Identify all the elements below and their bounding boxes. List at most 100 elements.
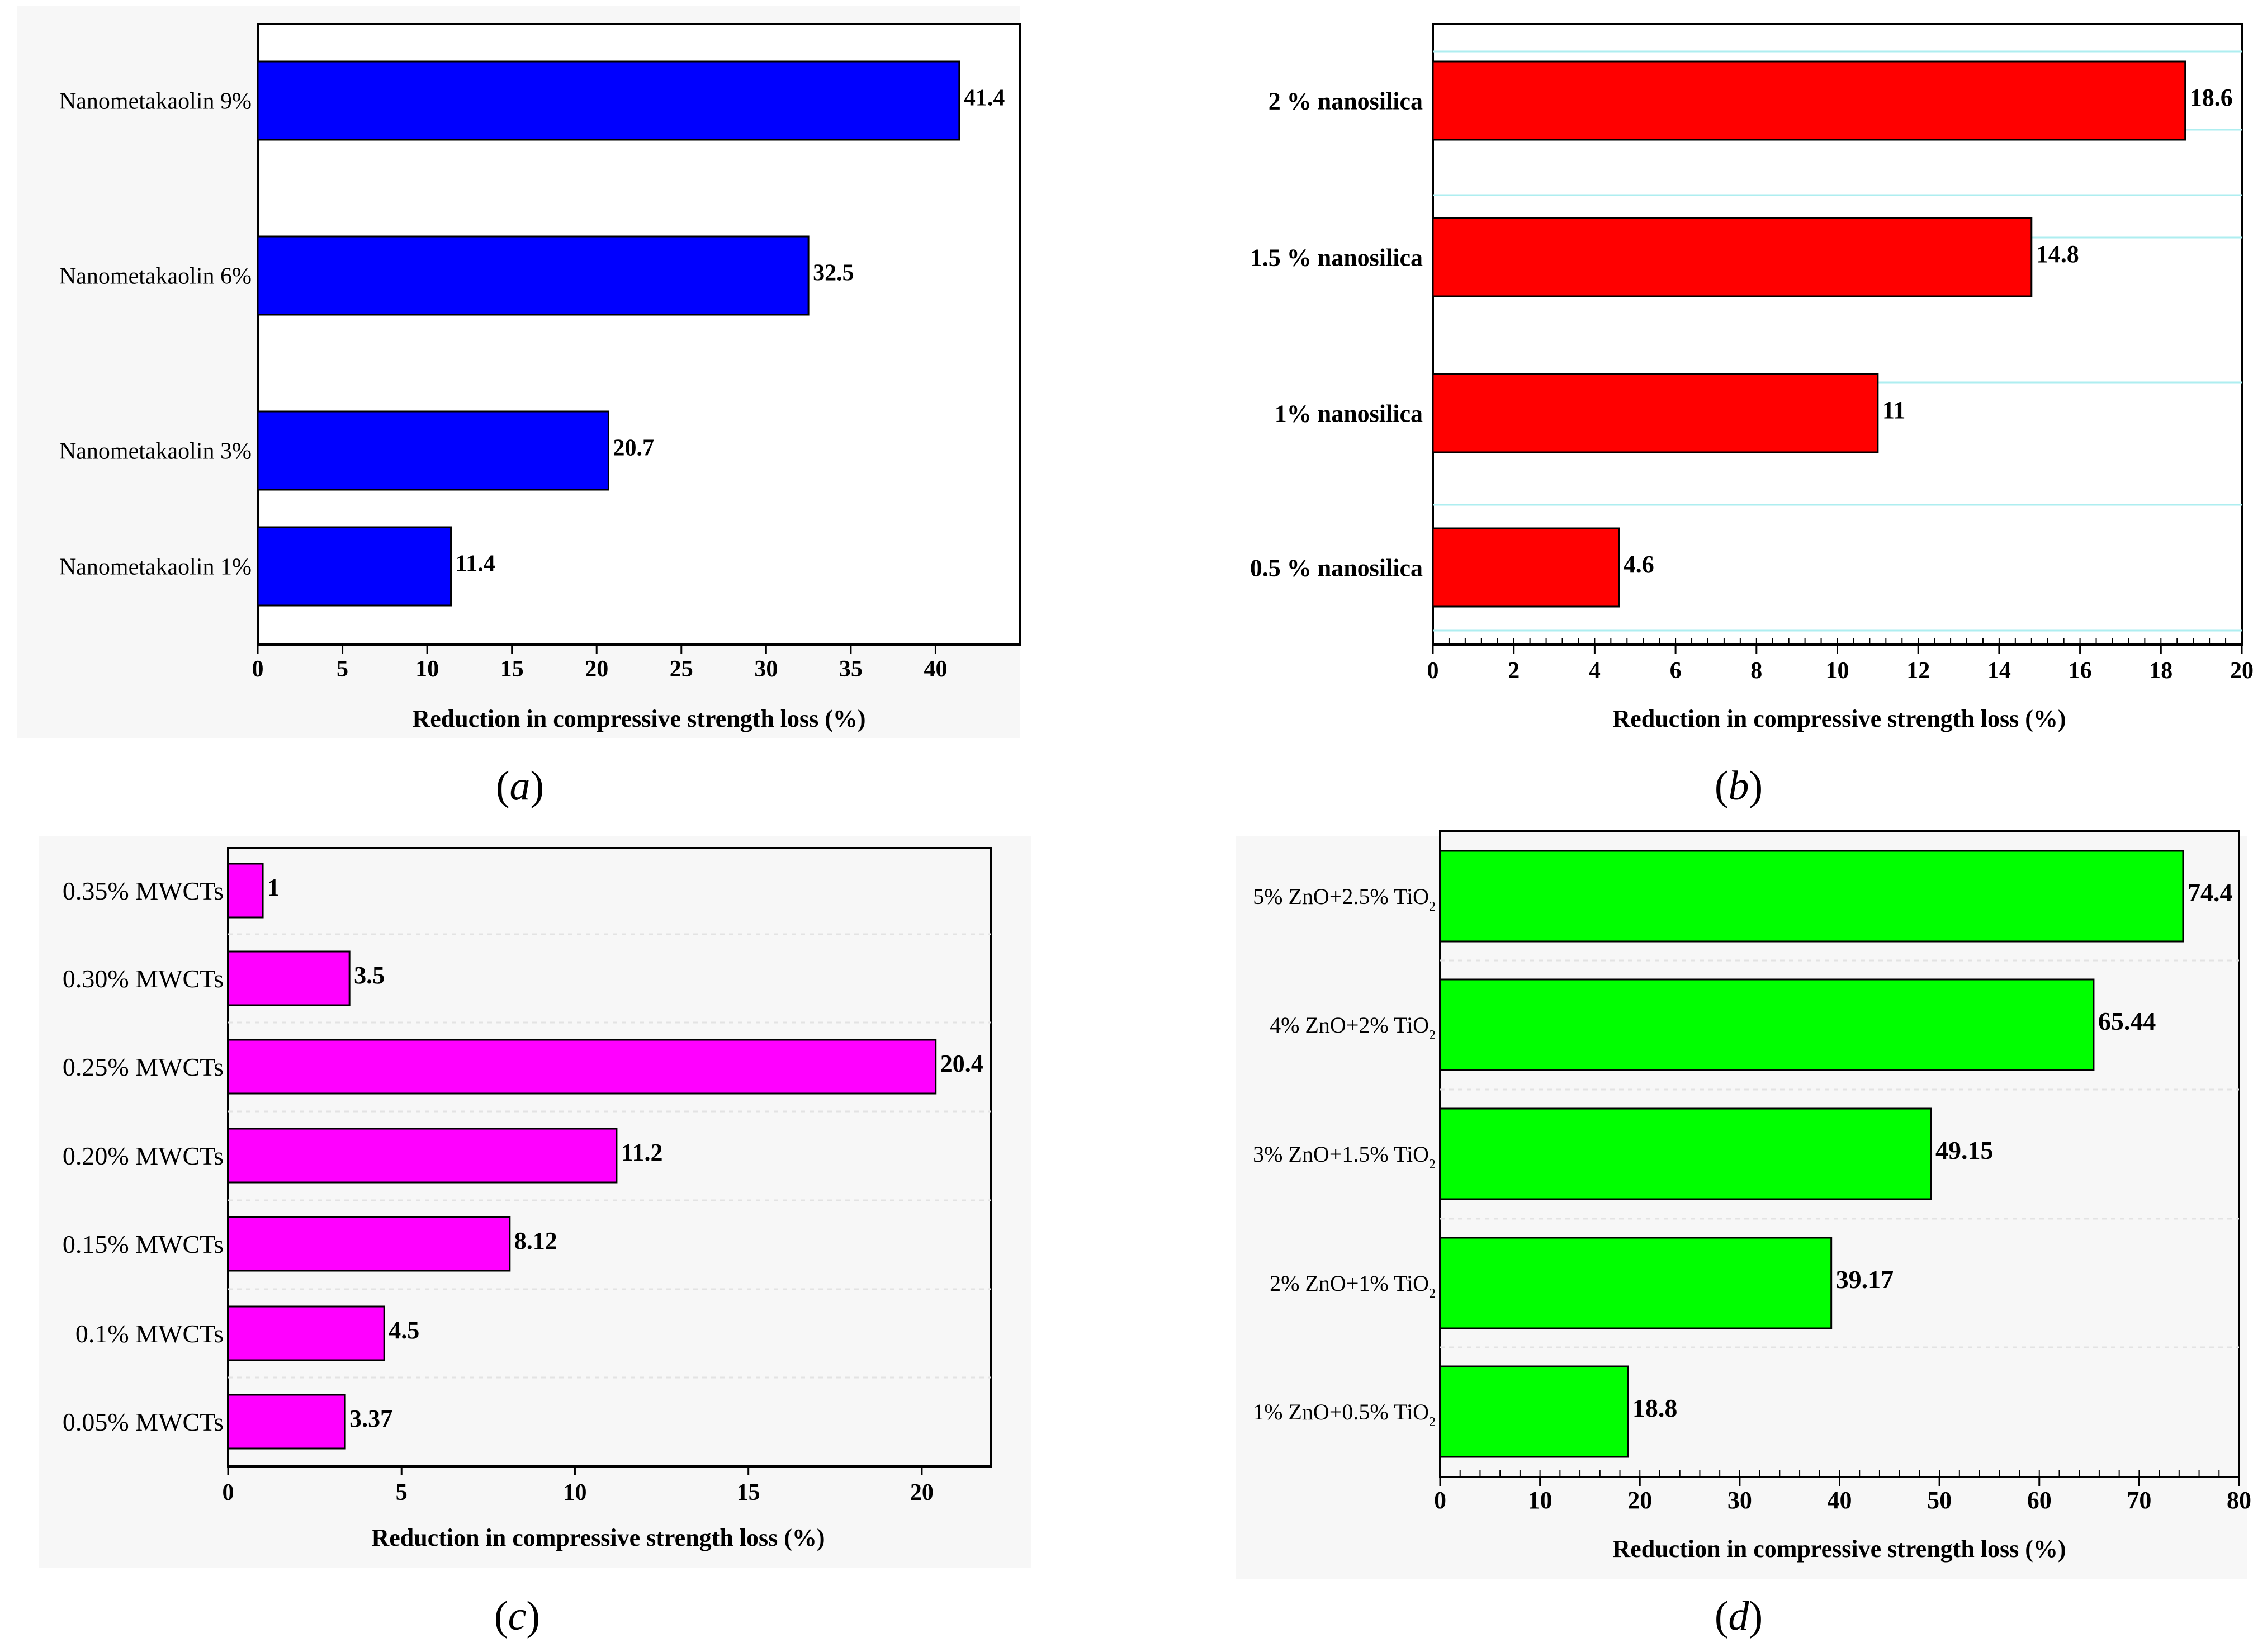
category-label: 2% ZnO+1% TiO2 <box>1270 1271 1436 1301</box>
category-label: 0.20% MWCTs <box>63 1142 224 1170</box>
panel-caption: (a) <box>496 763 544 809</box>
x-tick-label: 2 <box>1508 658 1520 684</box>
bar <box>227 1128 618 1184</box>
panel-caption: (c) <box>494 1593 540 1639</box>
x-tick-label: 5 <box>337 656 348 682</box>
category-label: 3% ZnO+1.5% TiO2 <box>1253 1142 1436 1172</box>
category-label: 0.05% MWCTs <box>63 1408 224 1436</box>
bar <box>227 950 351 1006</box>
x-axis-label: Reduction in compressive strength loss (… <box>1612 1535 2066 1563</box>
x-tick-label: 6 <box>1670 658 1682 684</box>
category-label: 0.25% MWCTs <box>63 1053 224 1081</box>
bar <box>227 863 264 919</box>
x-axis-label: Reduction in compressive strength loss (… <box>371 1524 825 1551</box>
data-label: 4.5 <box>389 1317 419 1344</box>
category-label: 2 % nanosilica <box>1269 87 1423 115</box>
x-tick-label: 20 <box>2230 658 2253 684</box>
data-label: 3.5 <box>354 962 385 989</box>
category-label: 5% ZnO+2.5% TiO2 <box>1253 884 1436 914</box>
bar <box>227 1394 346 1450</box>
bar <box>227 1305 385 1361</box>
data-label: 20.4 <box>940 1050 983 1077</box>
category-label: Nanometakaolin 1% <box>59 555 252 580</box>
category-label: 4% ZnO+2% TiO2 <box>1270 1012 1436 1043</box>
bar <box>1439 1365 1629 1458</box>
x-tick-label: 0 <box>1427 658 1439 684</box>
x-tick-label: 16 <box>2069 658 2092 684</box>
data-label: 32.5 <box>813 260 854 286</box>
panel-caption: (b) <box>1715 763 1763 809</box>
data-label: 4.6 <box>1624 551 1654 578</box>
x-tick-label: 70 <box>2127 1487 2151 1514</box>
bar <box>227 1216 511 1272</box>
category-label: 0.1% MWCTs <box>75 1319 224 1348</box>
x-tick-label: 25 <box>670 656 693 682</box>
x-tick-label: 10 <box>1528 1487 1553 1514</box>
x-tick-label: 15 <box>500 656 524 682</box>
x-tick-label: 50 <box>1927 1487 1952 1514</box>
x-tick-label: 0 <box>1434 1487 1446 1514</box>
data-label: 18.6 <box>2190 84 2233 111</box>
x-tick-label: 10 <box>415 656 439 682</box>
data-label: 39.17 <box>1836 1265 1894 1294</box>
data-label: 65.44 <box>2098 1007 2156 1035</box>
data-label: 49.15 <box>1935 1136 1994 1165</box>
category-label: 0.30% MWCTs <box>63 964 224 993</box>
chart-panel-b: 0.5 % nanosilica 1% nanosilica 1.5 % nanos… <box>1126 0 2253 825</box>
bar <box>257 60 960 141</box>
data-label: 14.8 <box>2036 240 2079 268</box>
bar <box>1432 527 1620 608</box>
bar <box>257 235 810 316</box>
chart-panel-c: 0.05% MWCTs 0.1% MWCTs 0.15% MWCTs 0.20% MW… <box>0 825 1126 1649</box>
bar <box>227 1039 937 1095</box>
x-axis-label: Reduction in compressive strength loss (… <box>1612 705 2066 732</box>
data-label: 11.4 <box>456 551 495 576</box>
bar <box>1439 1107 1932 1200</box>
category-label: 0.5 % nanosilica <box>1250 554 1423 581</box>
x-tick-label: 14 <box>1987 658 2011 684</box>
category-label: 0.15% MWCTs <box>63 1230 224 1258</box>
bar <box>257 410 609 491</box>
data-label: 11 <box>1882 396 1906 424</box>
x-tick-label: 0 <box>252 656 264 682</box>
x-tick-label: 80 <box>2227 1487 2251 1514</box>
data-label: 74.4 <box>2188 878 2233 907</box>
chart-panel-d: 1% ZnO+0.5% TiO2 2% ZnO+1% TiO2 3% ZnO+1.5… <box>1126 825 2253 1649</box>
chart-c: 0.05% MWCTs 0.1% MWCTs 0.15% MWCTs 0.20% MW… <box>39 836 1031 1639</box>
category-label: 1.5 % nanosilica <box>1250 244 1423 271</box>
bar <box>1432 373 1879 453</box>
x-tick-label: 30 <box>754 656 778 682</box>
chart-a: Nanometakaolin 1% Nanometakaolin 3% Nanome… <box>17 6 1021 809</box>
bar <box>1432 60 2186 141</box>
data-label: 20.7 <box>613 435 654 461</box>
x-tick-label: 20 <box>910 1480 934 1506</box>
chart-d: 1% ZnO+0.5% TiO2 2% ZnO+1% TiO2 3% ZnO+1.5… <box>1236 830 2251 1639</box>
bar <box>1439 850 2184 943</box>
category-label: 1% ZnO+0.5% TiO2 <box>1253 1399 1436 1429</box>
category-label: Nanometakaolin 6% <box>59 264 252 290</box>
category-label: 0.35% MWCTs <box>63 877 224 905</box>
x-tick-label: 18 <box>2149 658 2172 684</box>
x-tick-label: 40 <box>924 656 947 682</box>
category-label: Nanometakaolin 3% <box>59 439 252 465</box>
category-label: Nanometakaolin 9% <box>59 89 252 115</box>
data-label: 1 <box>267 874 280 901</box>
bar <box>1439 978 2095 1071</box>
chart-panel-a: Nanometakaolin 1% Nanometakaolin 3% Nanome… <box>0 0 1126 825</box>
x-tick-label: 8 <box>1750 658 1762 684</box>
x-tick-label: 20 <box>585 656 608 682</box>
x-tick-label: 60 <box>2027 1487 2052 1514</box>
bar <box>1432 217 2033 297</box>
data-label: 41.4 <box>964 85 1005 111</box>
data-label: 11.2 <box>621 1139 663 1166</box>
bar <box>257 526 452 607</box>
x-tick-label: 35 <box>839 656 863 682</box>
data-label: 8.12 <box>514 1227 557 1255</box>
data-label: 3.37 <box>349 1405 392 1432</box>
x-tick-label: 5 <box>396 1480 408 1506</box>
x-axis-label: Reduction in compressive strength loss (… <box>412 705 865 732</box>
x-tick-label: 20 <box>1627 1487 1652 1514</box>
data-label: 18.8 <box>1632 1394 1678 1422</box>
x-tick-label: 12 <box>1906 658 1930 684</box>
panel-caption: (d) <box>1715 1593 1763 1639</box>
